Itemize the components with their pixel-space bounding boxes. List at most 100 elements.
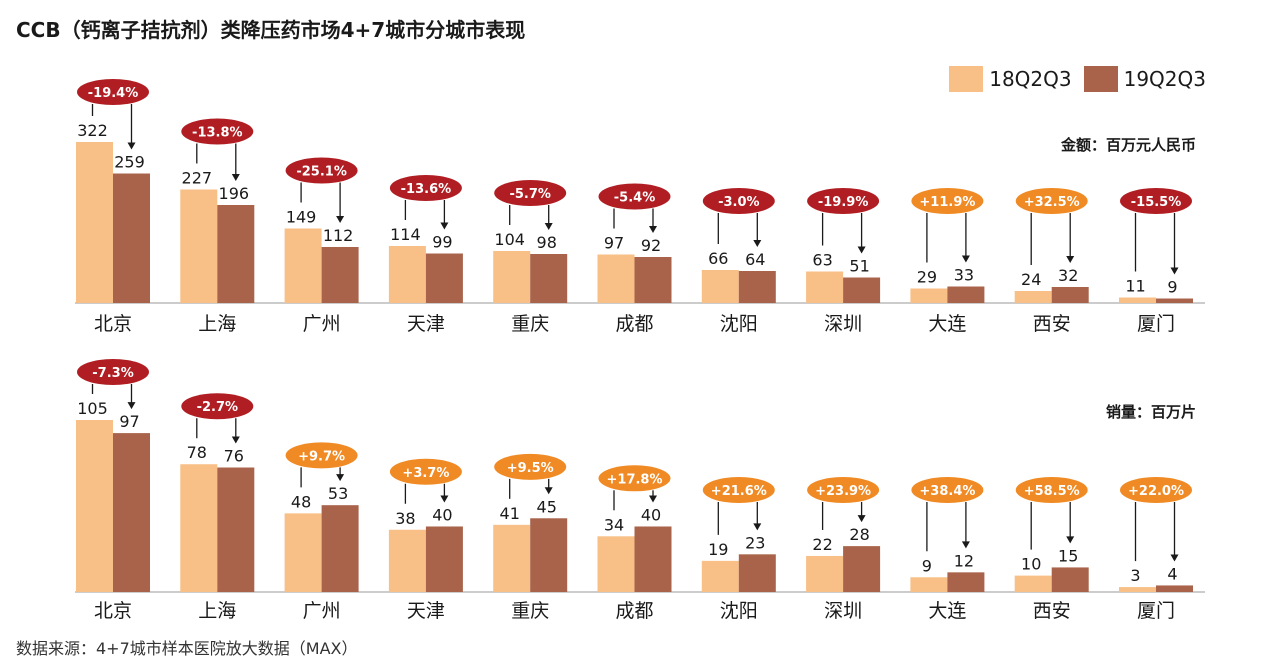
data-label-0-19q2q3-4: 98 xyxy=(537,233,557,252)
legend-label-19q2q3: 19Q2Q3 xyxy=(1123,67,1206,91)
data-label-0-18q2q3-10: 11 xyxy=(1125,277,1145,296)
bar-0-19q2q3-1 xyxy=(217,205,255,303)
category-label-0-5: 成都 xyxy=(615,313,653,335)
bar-1-18q2q3-3 xyxy=(388,529,426,592)
arrow-head-0-4 xyxy=(544,223,553,230)
bar-0-18q2q3-9 xyxy=(1014,291,1052,303)
bar-1-19q2q3-10 xyxy=(1156,585,1193,592)
category-label-0-1: 上海 xyxy=(198,313,236,335)
bar-1-19q2q3-2 xyxy=(321,505,359,592)
legend-item-18q2q3: 18Q2Q3 xyxy=(949,66,1072,92)
change-badge-0-0 xyxy=(77,79,149,105)
bar-0-19q2q3-4 xyxy=(530,254,568,303)
bar-1-18q2q3-9 xyxy=(1014,575,1052,592)
arrow-head-1-3 xyxy=(440,495,449,503)
bar-0-18q2q3-10 xyxy=(1119,297,1156,303)
category-label-1-10: 厦门 xyxy=(1137,600,1175,622)
data-label-1-18q2q3-1: 78 xyxy=(187,443,207,462)
arrow-head-0-3 xyxy=(440,222,449,230)
change-label-1-7: +23.9% xyxy=(815,484,871,499)
data-label-0-19q2q3-3: 99 xyxy=(432,233,452,252)
change-label-1-6: +21.6% xyxy=(711,484,767,499)
arrow-head-0-10 xyxy=(1170,267,1179,275)
change-label-0-0: -19.4% xyxy=(88,86,139,101)
data-label-0-18q2q3-7: 63 xyxy=(812,251,832,270)
data-label-0-18q2q3-9: 24 xyxy=(1021,270,1041,289)
unit-label-value: 金额：百万元人民币 xyxy=(1060,136,1196,154)
change-label-1-1: -2.7% xyxy=(197,400,238,415)
data-label-1-18q2q3-10: 3 xyxy=(1130,566,1140,585)
bar-1-19q2q3-4 xyxy=(530,518,568,592)
data-label-1-19q2q3-4: 45 xyxy=(537,497,557,516)
arrow-head-1-9 xyxy=(1066,536,1075,544)
category-label-0-2: 广州 xyxy=(303,313,341,335)
data-label-1-18q2q3-9: 10 xyxy=(1021,555,1041,574)
arrow-head-0-9 xyxy=(1066,256,1075,263)
change-label-0-2: -25.1% xyxy=(296,165,347,180)
bar-0-18q2q3-1 xyxy=(180,189,218,303)
bar-0-19q2q3-9 xyxy=(1051,287,1089,303)
category-label-0-10: 厦门 xyxy=(1137,313,1175,335)
change-label-0-4: -5.7% xyxy=(509,187,550,202)
data-label-0-18q2q3-4: 104 xyxy=(494,230,525,249)
arrow-head-1-8 xyxy=(961,541,970,549)
arrow-head-1-0 xyxy=(127,402,136,410)
data-label-1-18q2q3-2: 48 xyxy=(291,492,311,511)
bar-0-18q2q3-6 xyxy=(701,270,739,303)
bar-1-19q2q3-1 xyxy=(217,467,255,592)
bar-0-18q2q3-2 xyxy=(284,228,322,303)
arrow-head-1-6 xyxy=(753,523,762,531)
category-label-1-8: 大连 xyxy=(928,600,966,622)
bar-1-18q2q3-2 xyxy=(284,513,322,592)
change-label-1-0: -7.3% xyxy=(92,366,133,381)
data-label-0-18q2q3-0: 322 xyxy=(77,121,108,140)
change-label-0-5: -5.4% xyxy=(614,191,655,206)
change-badge-1-0 xyxy=(77,359,149,385)
change-label-1-4: +9.5% xyxy=(507,461,554,476)
change-badge-0-10 xyxy=(1120,188,1192,214)
data-label-0-18q2q3-8: 29 xyxy=(917,268,937,287)
change-label-0-3: -13.6% xyxy=(401,182,452,197)
arrow-head-1-1 xyxy=(231,436,240,444)
source-note: 数据来源：4+7城市样本医院放大数据（MAX） xyxy=(16,639,358,658)
bar-0-18q2q3-0 xyxy=(76,142,113,303)
data-label-1-19q2q3-9: 15 xyxy=(1058,546,1078,565)
bar-1-18q2q3-10 xyxy=(1119,587,1156,592)
category-label-0-7: 深圳 xyxy=(824,313,862,335)
arrow-head-0-5 xyxy=(649,226,657,233)
legend-label-18q2q3: 18Q2Q3 xyxy=(989,67,1072,91)
change-label-0-7: -19.9% xyxy=(818,195,869,210)
bar-1-18q2q3-7 xyxy=(806,555,844,592)
bar-1-18q2q3-0 xyxy=(76,420,113,592)
arrow-head-0-6 xyxy=(753,240,762,247)
arrow-head-1-2 xyxy=(336,474,345,482)
data-label-1-18q2q3-5: 34 xyxy=(604,515,624,534)
change-label-1-5: +17.8% xyxy=(607,472,663,487)
bar-1-18q2q3-6 xyxy=(701,560,739,592)
change-badge-0-9 xyxy=(1015,188,1088,214)
change-badge-0-1 xyxy=(181,118,254,145)
change-label-0-10: -15.5% xyxy=(1131,195,1182,210)
bar-0-19q2q3-3 xyxy=(425,253,463,303)
data-label-0-19q2q3-1: 196 xyxy=(219,184,250,203)
legend-swatch-18q2q3 xyxy=(949,66,984,92)
category-label-1-3: 天津 xyxy=(407,600,445,622)
category-label-1-9: 西安 xyxy=(1033,600,1071,622)
data-label-0-19q2q3-6: 64 xyxy=(745,250,765,269)
bar-0-18q2q3-4 xyxy=(493,251,531,303)
change-badge-1-9 xyxy=(1015,477,1088,503)
bar-1-19q2q3-5 xyxy=(634,526,672,592)
data-label-1-18q2q3-7: 22 xyxy=(812,535,832,554)
arrow-head-1-7 xyxy=(857,515,866,523)
change-label-1-3: +3.7% xyxy=(402,466,449,481)
category-label-1-0: 北京 xyxy=(94,600,132,622)
data-label-0-19q2q3-10: 9 xyxy=(1167,278,1177,297)
arrow-head-1-5 xyxy=(649,495,657,503)
bar-0-18q2q3-7 xyxy=(806,271,844,303)
change-badge-0-6 xyxy=(702,188,775,214)
data-label-0-19q2q3-5: 92 xyxy=(641,236,661,255)
bar-1-18q2q3-5 xyxy=(597,536,635,592)
bar-1-19q2q3-0 xyxy=(113,433,150,592)
change-badge-0-3 xyxy=(389,175,462,201)
change-label-0-8: +11.9% xyxy=(919,195,975,210)
